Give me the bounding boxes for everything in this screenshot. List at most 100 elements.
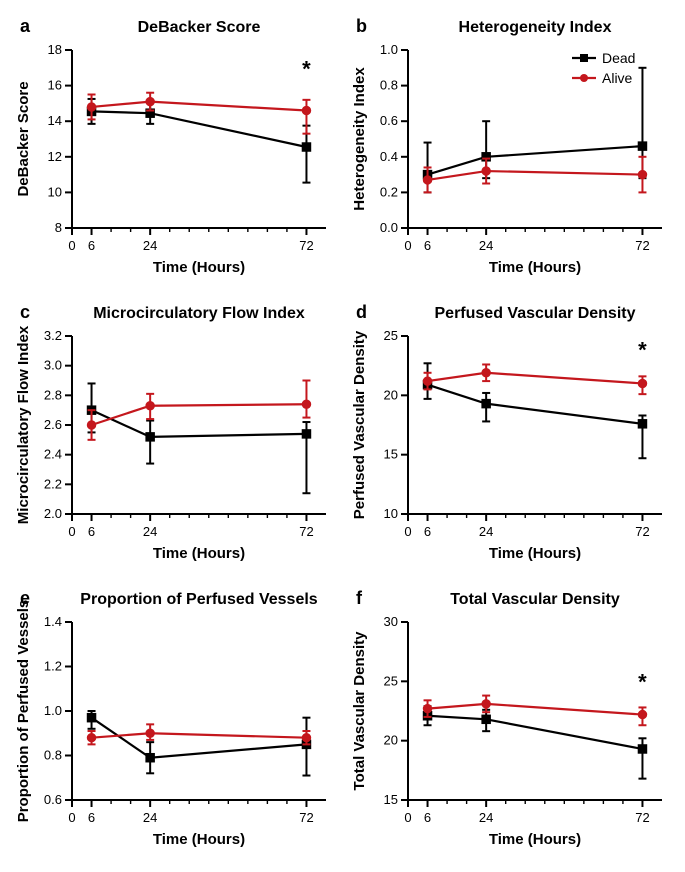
axes (408, 622, 662, 800)
ytick-label: 3.0 (44, 358, 62, 373)
xtick-label: 6 (88, 238, 95, 253)
xtick-label: 6 (88, 524, 95, 539)
xlabel: Time (Hours) (489, 831, 581, 848)
marker-alive (302, 107, 310, 115)
ytick-label: 12 (48, 149, 62, 164)
axes (408, 336, 662, 514)
marker-alive (482, 700, 490, 708)
xtick-label: 24 (479, 524, 493, 539)
marker-dead (302, 430, 310, 438)
ytick-label: 2.2 (44, 476, 62, 491)
ylabel: Microcirculatory Flow Index (15, 325, 32, 524)
xtick-label: 24 (143, 810, 157, 825)
series-line-dead (428, 146, 643, 174)
ytick-label: 30 (384, 614, 398, 629)
ytick-label: 1.4 (44, 614, 62, 629)
ytick-label: 1.0 (44, 703, 62, 718)
ytick-label: 14 (48, 113, 62, 128)
ytick-label: 15 (384, 792, 398, 807)
panel-letter: f (356, 588, 363, 608)
ylabel: Proportion of Perfused Vessels (15, 600, 32, 823)
marker-dead (302, 143, 310, 151)
marker-alive (88, 734, 96, 742)
significance-star: * (302, 57, 311, 82)
ylabel: Heterogeneity Index (351, 67, 368, 211)
ytick-label: 20 (384, 733, 398, 748)
panel-title: Proportion of Perfused Vessels (80, 591, 318, 608)
panel-title: Total Vascular Density (450, 591, 620, 608)
marker-dead (146, 754, 154, 762)
marker-dead (638, 142, 646, 150)
ytick-label: 1.2 (44, 659, 62, 674)
ytick-label: 0.6 (44, 792, 62, 807)
ytick-label: 25 (384, 328, 398, 343)
axes (72, 50, 326, 228)
series-line-alive (428, 171, 643, 180)
marker-alive (482, 369, 490, 377)
xlabel: Time (Hours) (153, 545, 245, 562)
xlabel: Time (Hours) (489, 259, 581, 276)
xtick-label: 6 (424, 810, 431, 825)
marker-alive (146, 729, 154, 737)
panel-a: aDeBacker Score81012141618062472Time (Ho… (10, 10, 340, 290)
marker-alive (424, 377, 432, 385)
xtick-label: 6 (88, 810, 95, 825)
panel-e: eProportion of Perfused Vessels0.60.81.0… (10, 582, 340, 862)
xtick-label: 6 (424, 524, 431, 539)
ytick-label: 16 (48, 78, 62, 93)
marker-alive (146, 402, 154, 410)
xtick-label: 0 (404, 524, 411, 539)
ytick-label: 0.6 (380, 113, 398, 128)
marker-alive (302, 400, 310, 408)
xtick-label: 0 (404, 810, 411, 825)
marker-dead (638, 420, 646, 428)
xtick-label: 6 (424, 238, 431, 253)
series-line-alive (428, 704, 643, 715)
xtick-label: 72 (635, 524, 649, 539)
ytick-label: 0.0 (380, 220, 398, 235)
xlabel: Time (Hours) (153, 259, 245, 276)
ytick-label: 8 (55, 220, 62, 235)
panel-d: dPerfused Vascular Density10152025062472… (346, 296, 676, 576)
panel-title: DeBacker Score (138, 19, 261, 36)
ytick-label: 2.6 (44, 417, 62, 432)
panel-title: Heterogeneity Index (459, 19, 612, 36)
xlabel: Time (Hours) (153, 831, 245, 848)
ytick-label: 0.8 (380, 78, 398, 93)
ytick-label: 0.4 (380, 149, 398, 164)
marker-dead (482, 715, 490, 723)
xtick-label: 24 (143, 524, 157, 539)
xlabel: Time (Hours) (489, 545, 581, 562)
panel-c: cMicrocirculatory Flow Index2.02.22.42.6… (10, 296, 340, 576)
xtick-label: 72 (299, 524, 313, 539)
chart-grid: aDeBacker Score81012141618062472Time (Ho… (10, 10, 675, 862)
panel-title: Microcirculatory Flow Index (93, 305, 305, 322)
significance-star: * (638, 337, 647, 362)
series-line-dead (428, 716, 643, 749)
significance-star: * (638, 670, 647, 695)
panel-letter: a (20, 16, 31, 36)
ylabel: Total Vascular Density (351, 631, 368, 791)
ytick-label: 20 (384, 387, 398, 402)
xtick-label: 72 (635, 238, 649, 253)
ytick-label: 2.8 (44, 387, 62, 402)
marker-alive (424, 176, 432, 184)
ytick-label: 18 (48, 42, 62, 57)
series-line-alive (92, 733, 307, 737)
panel-f: fTotal Vascular Density15202530062472Tim… (346, 582, 676, 862)
xtick-label: 0 (68, 238, 75, 253)
xtick-label: 24 (479, 238, 493, 253)
xtick-label: 0 (68, 524, 75, 539)
panel-letter: c (20, 302, 30, 322)
ytick-label: 0.2 (380, 184, 398, 199)
panel-b: bHeterogeneity Index0.00.20.40.60.81.006… (346, 10, 676, 290)
axes (72, 622, 326, 800)
xtick-label: 72 (635, 810, 649, 825)
marker-dead (482, 400, 490, 408)
marker-alive (302, 734, 310, 742)
ytick-label: 2.4 (44, 447, 62, 462)
ytick-label: 0.8 (44, 748, 62, 763)
marker-alive (88, 103, 96, 111)
ylabel: Perfused Vascular Density (351, 330, 368, 519)
panel-letter: d (356, 302, 367, 322)
